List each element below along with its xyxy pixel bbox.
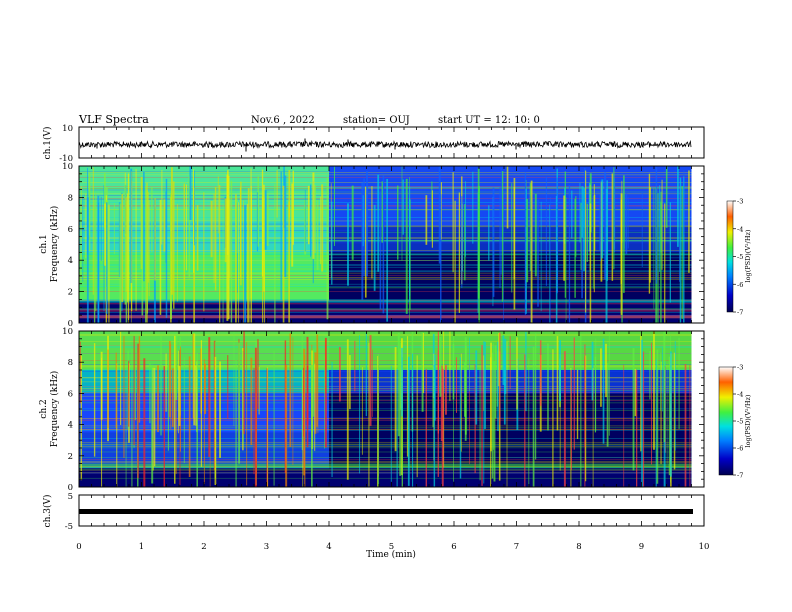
- ch1-spectrogram-ticks: [78, 165, 705, 324]
- ch1-spectrogram-ylabel-channel: ch.1: [39, 234, 49, 253]
- ch2-colorbar: -3 -4 -5 -6 -7 log(PSD)(V²/Hz): [718, 364, 752, 480]
- time-tick-label: 9: [639, 542, 644, 552]
- ch2-spectrogram-panel: 0 2 4 6 8 10 ch.2 Frequency (kHz): [39, 327, 705, 493]
- ch1-waveform-ylabel: ch.1(V): [42, 127, 53, 160]
- ch1-waveform-ticks: [78, 127, 705, 158]
- freq-tick-label: 8: [68, 358, 73, 368]
- freq-tick-label: 2: [68, 452, 73, 462]
- time-axis-label: Time (min): [366, 549, 416, 560]
- ch1-spectrogram-heatmap: [79, 166, 692, 323]
- ch1-ytick-bottom: -10: [59, 154, 73, 164]
- ch1-colorbar-gradient: [726, 200, 734, 313]
- spectrogram-band: [79, 463, 692, 469]
- station-label: station= OUJ: [343, 115, 410, 126]
- freq-tick-label: 4: [68, 421, 73, 431]
- ch1-waveform-line: [78, 139, 692, 149]
- ch2-spectrogram-heatmap: [79, 331, 692, 487]
- freq-tick-label: 6: [68, 225, 73, 235]
- freq-tick-label: 2: [68, 288, 73, 298]
- colorbar-tick-label: -3: [737, 198, 743, 206]
- colorbar-tick-label: -7: [737, 309, 743, 317]
- time-tick-label: 5: [389, 542, 394, 552]
- colorbar-tick-label: -5: [737, 418, 743, 426]
- ch1-spectrogram-ylabel-frequency: Frequency (kHz): [49, 206, 60, 283]
- time-tick-label: 4: [326, 542, 331, 552]
- ch3-ytick-bottom: -5: [65, 522, 73, 532]
- spectrogram-band: [79, 468, 692, 487]
- ch1-ytick-top: 10: [62, 124, 73, 134]
- ch3-waveform-ticks: [78, 495, 705, 526]
- colorbar-tick-label: -6: [737, 445, 743, 453]
- ch2-spectrogram-ylabel-channel: ch.2: [39, 399, 49, 418]
- ch1-spectrogram-panel: 0 2 4 6 8 10 ch.1 Frequency (kHz): [39, 162, 705, 329]
- time-tick-label: 10: [699, 542, 710, 552]
- colorbar-tick-label: -4: [737, 391, 743, 399]
- ch2-spectrogram-yticklabels: 0 2 4 6 8 10: [62, 327, 73, 493]
- time-axis-ticklabels: 0 1 2 3 4 5 6 7 8 9 10: [76, 542, 709, 552]
- colorbar-tick-label: -6: [737, 281, 743, 289]
- freq-tick-label: 0: [68, 483, 73, 493]
- ch2-spectrogram-ylabel-frequency: Frequency (kHz): [49, 371, 60, 448]
- colorbar-tick-label: -7: [737, 472, 743, 480]
- freq-tick-label: 10: [62, 327, 73, 337]
- date-label: Nov.6 , 2022: [251, 115, 315, 126]
- ch2-colorbar-gradient: [718, 366, 734, 476]
- freq-tick-label: 4: [68, 256, 73, 266]
- ch1-waveform-frame: [78, 126, 705, 159]
- time-tick-label: 3: [264, 542, 269, 552]
- ch2-colorbar-label: log(PSD)(V²/Hz): [744, 394, 752, 447]
- ch3-ytick-top: 5: [68, 492, 73, 502]
- freq-tick-label: 0: [68, 319, 73, 329]
- time-tick-label: 1: [139, 542, 144, 552]
- spectrogram-band: [79, 315, 692, 319]
- figure-title: VLF Spectra: [78, 113, 149, 126]
- time-tick-label: 6: [451, 542, 456, 552]
- ch1-colorbar: -3 -4 -5 -6 -7 log(PSD)(V²/Hz): [726, 198, 752, 317]
- ch2-colorbar-ticks: -3 -4 -5 -6 -7: [733, 364, 743, 480]
- ch1-spectrogram-yticklabels: 0 2 4 6 8 10: [62, 162, 73, 329]
- colorbar-tick-label: -3: [737, 364, 743, 372]
- spectrogram-band: [79, 331, 692, 370]
- time-tick-label: 8: [576, 542, 581, 552]
- ch2-spectrogram-ticks: [78, 330, 705, 488]
- colorbar-tick-label: -4: [737, 225, 743, 233]
- freq-tick-label: 6: [68, 389, 73, 399]
- ch3-waveform-trace: [79, 509, 693, 514]
- freq-tick-label: 10: [62, 162, 73, 172]
- time-tick-label: 2: [201, 542, 206, 552]
- start-time-label: start UT = 12: 10: 0: [438, 115, 540, 126]
- freq-tick-label: 8: [68, 193, 73, 203]
- ch1-colorbar-label: log(PSD)(V²/Hz): [744, 229, 752, 282]
- time-tick-label: 7: [514, 542, 519, 552]
- ch1-waveform-trace: [78, 138, 692, 152]
- time-tick-label: 0: [76, 542, 81, 552]
- colorbar-tick-label: -5: [737, 253, 743, 261]
- ch3-waveform-ylabel: ch.3(V): [42, 495, 53, 528]
- ch1-waveform-panel: 10 -10 ch.1(V): [42, 124, 705, 164]
- ch1-colorbar-ticks: -3 -4 -5 -6 -7: [733, 198, 743, 317]
- ch3-waveform-panel: 5 -5 ch.3(V): [42, 492, 705, 532]
